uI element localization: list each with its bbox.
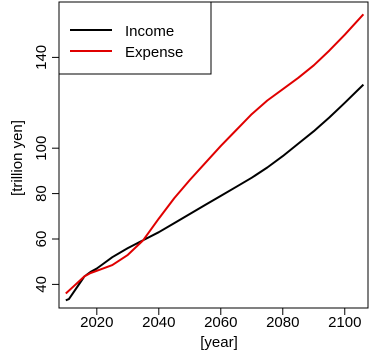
x-axis: 2020 2040 2060 2080 2100 (80, 307, 361, 331)
x-axis-label: [year] (200, 334, 238, 351)
y-axis-label: [trillion yen] (9, 120, 26, 196)
y-tick-label-140: 140 (33, 45, 50, 70)
x-tick-label-2020: 2020 (80, 314, 113, 331)
y-tick-label-60: 60 (33, 231, 50, 248)
legend-label-income: Income (125, 23, 174, 40)
x-tick-label-2080: 2080 (266, 314, 299, 331)
y-tick-label-100: 100 (33, 136, 50, 161)
series-group (65, 13, 365, 302)
x-tick-label-2040: 2040 (142, 314, 175, 331)
y-tick-label-80: 80 (33, 185, 50, 202)
y-axis: 40 60 80 100 140 (33, 45, 60, 293)
legend-box (58, 1, 212, 75)
y-tick-label-40: 40 (33, 276, 50, 293)
x-tick-label-2100: 2100 (328, 314, 361, 331)
legend-label-expense: Expense (125, 44, 183, 61)
x-tick-label-2060: 2060 (204, 314, 237, 331)
series-line-expense (65, 13, 365, 295)
series-line-income (65, 83, 365, 302)
legend: Income Expense (58, 1, 212, 75)
